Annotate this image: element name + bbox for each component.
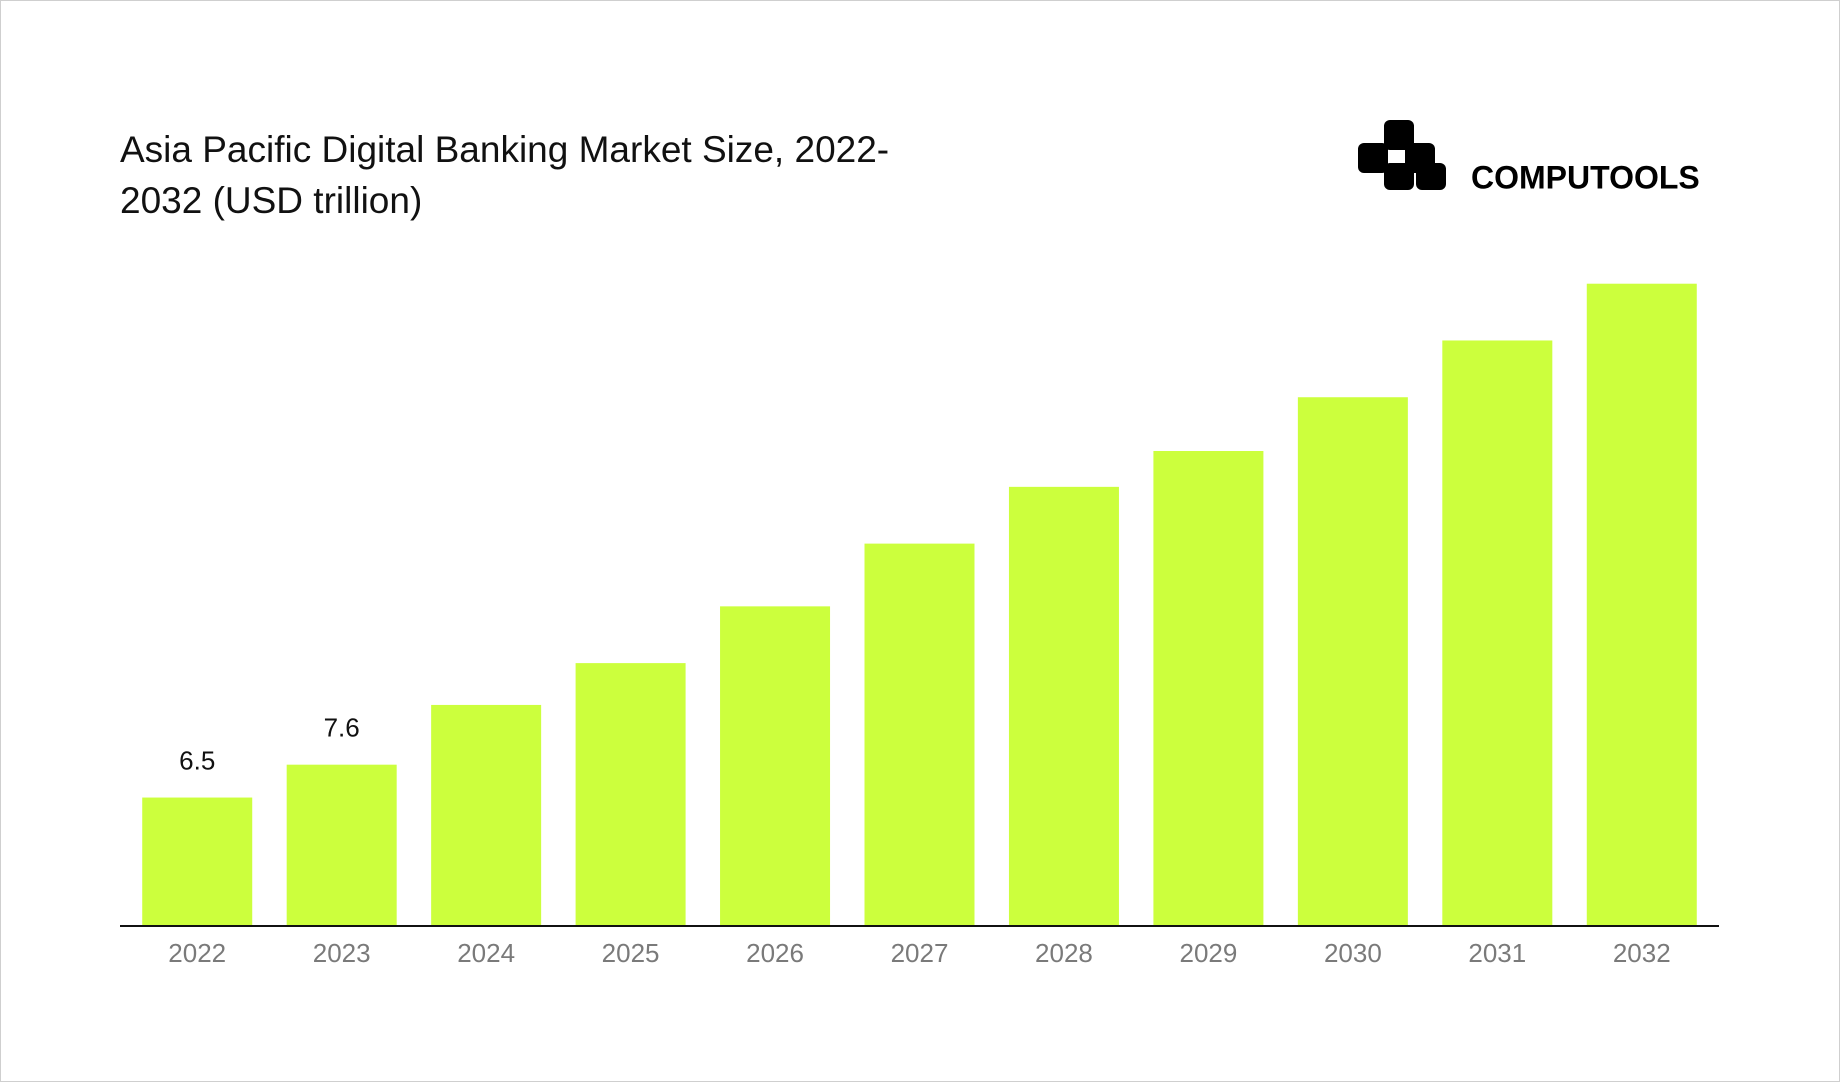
bar xyxy=(1153,451,1264,926)
bar xyxy=(1586,283,1697,926)
x-tick-label: 2032 xyxy=(1613,938,1671,968)
x-tick-label: 2029 xyxy=(1179,938,1237,968)
bar xyxy=(142,797,253,926)
bar xyxy=(286,764,397,926)
bar xyxy=(864,543,975,926)
x-tick-label: 2025 xyxy=(602,938,660,968)
brand-logo xyxy=(1358,120,1446,190)
data-label: 6.5 xyxy=(179,745,215,775)
bar xyxy=(1442,340,1553,926)
bar xyxy=(720,606,831,926)
data-label: 7.6 xyxy=(324,713,360,743)
x-tick-label: 2026 xyxy=(746,938,804,968)
chart-title: Asia Pacific Digital Banking Market Size… xyxy=(120,129,890,221)
x-tick-label: 2028 xyxy=(1035,938,1093,968)
brand-name: COMPUTOOLS xyxy=(1471,159,1700,195)
x-tick-label: 2031 xyxy=(1468,938,1526,968)
x-tick-label: 2022 xyxy=(168,938,226,968)
x-tick-label: 2023 xyxy=(313,938,371,968)
x-tick-label: 2030 xyxy=(1324,938,1382,968)
bar xyxy=(1297,397,1408,926)
bar xyxy=(575,663,686,926)
x-tick-label: 2027 xyxy=(891,938,949,968)
bar xyxy=(431,704,542,926)
x-tick-label: 2024 xyxy=(457,938,515,968)
bar xyxy=(1008,486,1119,926)
